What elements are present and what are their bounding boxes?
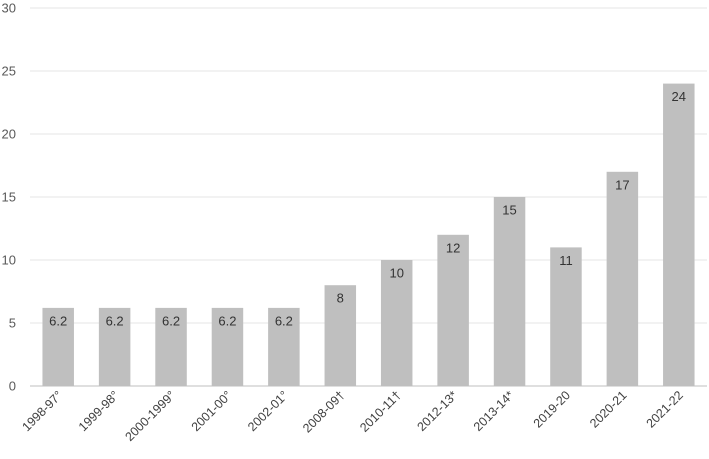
bar — [437, 234, 469, 386]
data-label: 8 — [337, 291, 344, 306]
bar — [155, 307, 187, 386]
data-label: 11 — [559, 253, 573, 268]
x-tick-label: 2008-09† — [300, 388, 347, 435]
data-label: 17 — [615, 177, 629, 192]
x-tick-label: 2012-13* — [414, 388, 460, 434]
x-tick-label: 2020-21 — [587, 388, 629, 430]
data-label: 6.2 — [162, 313, 180, 328]
bar — [42, 307, 74, 386]
x-tick-label: 2002-01° — [245, 388, 291, 434]
data-label: 6.2 — [49, 313, 67, 328]
x-tick-label: 2013-14* — [471, 388, 517, 434]
bar — [380, 260, 413, 386]
gridlines — [30, 7, 707, 324]
bar — [663, 83, 695, 386]
y-tick-label: 5 — [9, 316, 16, 331]
x-tick-label: 2019-20 — [531, 388, 573, 430]
data-labels: 6.2 6.2 6.2 6.2 6.2 8 10 12 15 11 17 24 — [49, 89, 686, 328]
y-tick-label: 0 — [9, 379, 16, 394]
x-tick-label: 2021-22 — [644, 388, 686, 430]
bar — [211, 307, 244, 386]
y-tick-label: 30 — [2, 1, 16, 16]
data-label: 6.2 — [218, 313, 236, 328]
x-tick-label: 2001-00° — [189, 388, 235, 434]
x-tick-label: 2010-11† — [357, 388, 404, 435]
bar — [268, 307, 300, 386]
y-tick-label: 25 — [2, 64, 16, 79]
y-axis-ticks: 0 5 10 15 20 25 30 — [2, 1, 16, 394]
x-tick-label: 1998-97° — [19, 388, 65, 434]
data-label: 10 — [389, 266, 403, 281]
y-tick-label: 20 — [2, 127, 16, 142]
bar — [550, 247, 582, 386]
x-tick-label: 1999-98° — [76, 388, 122, 434]
y-tick-label: 15 — [2, 190, 16, 205]
x-axis-ticks: 1998-97° 1999-98° 2000-1999° 2001-00° 2002-0… — [19, 388, 685, 444]
data-label: 6.2 — [275, 313, 293, 328]
bar — [98, 307, 131, 386]
bar — [606, 171, 639, 386]
x-tick-label: 2000-1999° — [122, 388, 178, 444]
bars — [42, 83, 695, 386]
data-label: 15 — [502, 203, 516, 218]
data-label: 6.2 — [106, 313, 124, 328]
data-label: 24 — [672, 89, 686, 104]
y-tick-label: 10 — [2, 253, 16, 268]
bar — [493, 197, 526, 386]
data-label: 12 — [446, 240, 460, 255]
bar — [324, 285, 357, 386]
